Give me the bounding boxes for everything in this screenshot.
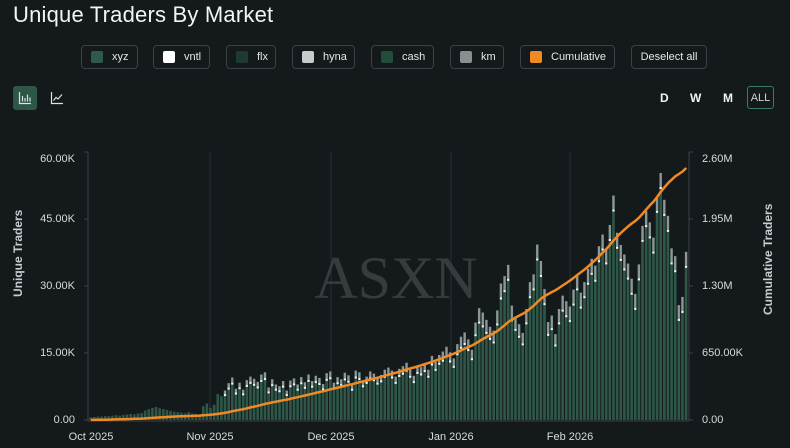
page-title: Unique Traders By Market: [13, 2, 274, 27]
legend-label: xyz: [112, 51, 129, 63]
x-tick: Nov 2025: [186, 431, 234, 443]
y-tick: 30.00K: [40, 280, 75, 292]
y-tick: 15.00K: [40, 347, 75, 359]
timeframe-d[interactable]: D: [660, 91, 669, 105]
timeframe-all[interactable]: ALL: [747, 86, 774, 109]
y2-tick: 650.00K: [702, 347, 743, 359]
legend-item-flx[interactable]: flx: [226, 45, 276, 69]
line-chart-icon: [50, 92, 63, 105]
bar-view-button[interactable]: [13, 86, 37, 110]
legend-label: km: [481, 51, 496, 63]
legend-item-cash[interactable]: cash: [371, 45, 434, 69]
legend-item-km[interactable]: km: [450, 45, 504, 69]
x-tick: Oct 2025: [68, 431, 114, 443]
y-tick: 60.00K: [40, 153, 75, 165]
legend-item-hyna[interactable]: hyna: [292, 45, 355, 69]
y2-tick: 1.30M: [702, 280, 733, 292]
legend-swatch: [381, 51, 393, 63]
y2-tick: 2.60M: [702, 153, 733, 165]
legend-label: Cumulative: [551, 51, 607, 63]
legend-swatch: [302, 51, 314, 63]
y2-axis-title: Cumulative Traders: [761, 203, 775, 315]
timeframe-m[interactable]: M: [723, 91, 733, 105]
y-tick: 45.00K: [40, 213, 75, 225]
legend-label: hyna: [323, 51, 347, 63]
legend-label: flx: [257, 51, 268, 63]
legend-label: cash: [402, 51, 426, 63]
bar-chart-icon: [18, 92, 31, 105]
legend-label: vntl: [184, 51, 202, 63]
y-axis-title: Unique Traders: [11, 209, 25, 297]
line-view-button[interactable]: [45, 86, 69, 110]
legend-item-cumulative[interactable]: Cumulative: [520, 45, 615, 69]
x-tick: Dec 2025: [307, 431, 355, 443]
legend-swatch: [163, 51, 175, 63]
legend: xyz vntl flx hyna cash km Cumulative Des…: [0, 45, 790, 71]
legend-swatch: [530, 51, 542, 63]
deselect-all-label: Deselect all: [640, 51, 698, 63]
x-tick: Feb 2026: [546, 431, 594, 443]
watermark: ASXN: [314, 245, 477, 311]
deselect-all-button[interactable]: Deselect all: [631, 45, 707, 69]
y2-tick: 1.95M: [702, 213, 733, 225]
legend-item-xyz[interactable]: xyz: [81, 45, 138, 69]
legend-swatch: [460, 51, 472, 63]
timeframe-w[interactable]: W: [690, 91, 702, 105]
legend-swatch: [236, 51, 248, 63]
legend-item-vntl[interactable]: vntl: [153, 45, 210, 69]
y-tick: 0.00: [53, 414, 75, 426]
legend-swatch: [91, 51, 103, 63]
x-tick: Jan 2026: [428, 431, 474, 443]
y2-tick: 0.00: [702, 414, 724, 426]
